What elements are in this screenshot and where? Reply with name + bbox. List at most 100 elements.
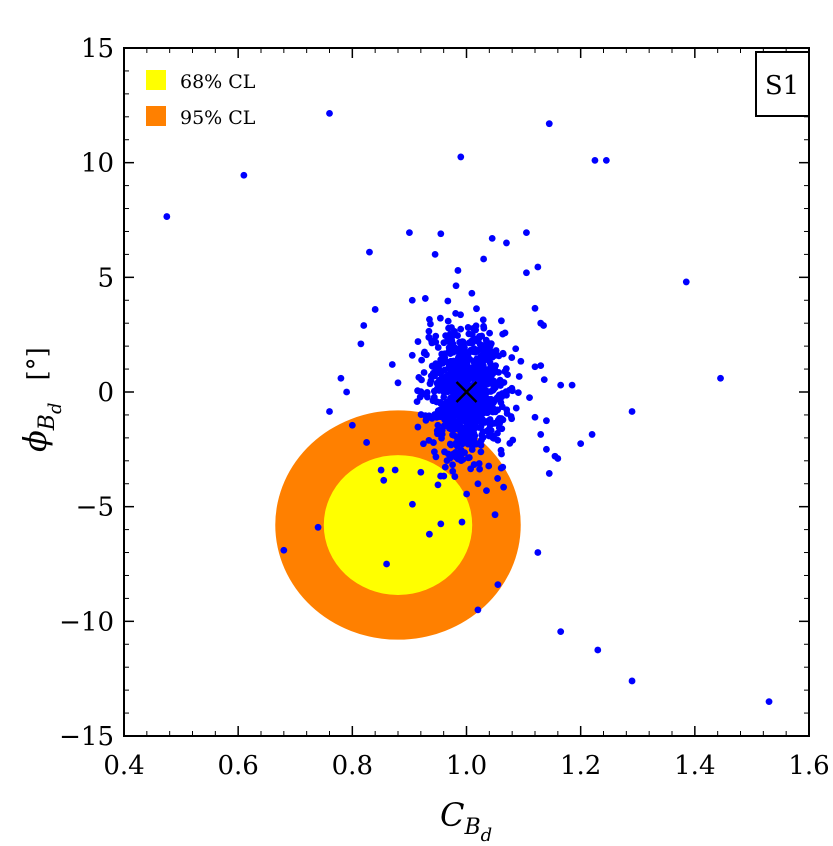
data-point bbox=[418, 356, 426, 364]
data-point bbox=[469, 324, 477, 332]
data-point bbox=[326, 408, 333, 415]
data-point bbox=[517, 357, 525, 365]
x-tick-label: 0.6 bbox=[217, 751, 258, 781]
data-point bbox=[466, 437, 474, 445]
data-point bbox=[450, 390, 457, 398]
data-point bbox=[487, 348, 495, 355]
data-point bbox=[500, 483, 508, 491]
data-point bbox=[433, 427, 441, 435]
y-axis-title-sub: B bbox=[35, 414, 60, 431]
data-point bbox=[458, 423, 465, 431]
data-point bbox=[545, 470, 553, 477]
data-point bbox=[523, 269, 530, 277]
data-point bbox=[453, 433, 461, 441]
data-point bbox=[431, 251, 439, 258]
data-point bbox=[348, 421, 356, 429]
data-point bbox=[432, 332, 440, 340]
data-point bbox=[416, 393, 424, 401]
data-point bbox=[420, 349, 428, 357]
legend: 68% CL 95% CL bbox=[146, 70, 256, 129]
data-point bbox=[436, 314, 444, 322]
data-point bbox=[438, 430, 446, 438]
data-point bbox=[485, 399, 493, 407]
data-point bbox=[441, 416, 449, 424]
data-point bbox=[454, 332, 461, 339]
data-point bbox=[499, 463, 507, 471]
data-point bbox=[472, 360, 480, 368]
data-point bbox=[534, 549, 542, 556]
data-point bbox=[494, 581, 502, 589]
data-point bbox=[163, 213, 171, 220]
data-point bbox=[429, 369, 437, 377]
data-point bbox=[380, 476, 388, 484]
data-point bbox=[497, 317, 505, 325]
data-point bbox=[577, 440, 585, 447]
data-point bbox=[443, 379, 451, 387]
legend-label-68: 68% CL bbox=[180, 71, 256, 93]
data-point bbox=[557, 628, 565, 636]
data-point bbox=[360, 322, 368, 329]
data-point bbox=[545, 120, 553, 128]
data-point bbox=[479, 428, 487, 436]
y-axis-title-main: ϕ bbox=[16, 430, 54, 452]
data-point bbox=[458, 518, 466, 526]
data-point bbox=[765, 698, 773, 705]
data-point bbox=[441, 405, 449, 413]
data-point bbox=[448, 367, 456, 374]
data-point bbox=[428, 339, 436, 347]
data-point bbox=[477, 423, 485, 430]
data-point bbox=[441, 421, 449, 429]
data-point bbox=[449, 403, 457, 410]
data-point bbox=[417, 468, 425, 476]
data-point bbox=[432, 453, 440, 461]
y-tick-label: −5 bbox=[76, 493, 114, 523]
data-point bbox=[480, 324, 488, 332]
data-point bbox=[591, 156, 599, 164]
data-point bbox=[503, 239, 510, 247]
data-point bbox=[465, 330, 473, 338]
x-tick-label: 1.2 bbox=[560, 751, 601, 781]
y-tick-label: −10 bbox=[59, 607, 114, 637]
data-point bbox=[444, 297, 452, 305]
x-tick-label: 1.6 bbox=[788, 751, 829, 781]
data-point bbox=[280, 546, 288, 554]
legend-label-95: 95% CL bbox=[180, 107, 256, 129]
data-point bbox=[531, 363, 539, 371]
data-point bbox=[494, 429, 501, 437]
data-point bbox=[434, 380, 442, 388]
data-point bbox=[483, 487, 490, 495]
data-point bbox=[449, 461, 456, 469]
data-point bbox=[476, 341, 484, 349]
data-point bbox=[479, 316, 487, 324]
data-point bbox=[426, 315, 433, 323]
data-point bbox=[458, 372, 466, 380]
data-point bbox=[451, 473, 459, 480]
confidence-regions bbox=[275, 410, 521, 640]
data-point bbox=[439, 367, 447, 375]
data-point bbox=[461, 416, 469, 424]
data-point bbox=[537, 362, 545, 370]
data-point bbox=[478, 369, 485, 377]
y-tick-label: 0 bbox=[97, 378, 114, 408]
data-point bbox=[391, 466, 399, 474]
data-point bbox=[503, 410, 511, 417]
data-point bbox=[440, 472, 448, 480]
data-point bbox=[534, 263, 542, 271]
data-point bbox=[588, 431, 596, 438]
data-point bbox=[485, 372, 493, 380]
data-point bbox=[495, 368, 503, 376]
data-point bbox=[473, 348, 481, 355]
data-point bbox=[540, 322, 547, 329]
data-point bbox=[506, 439, 514, 447]
data-point bbox=[602, 156, 610, 164]
data-point bbox=[470, 413, 478, 421]
data-point bbox=[476, 439, 484, 447]
data-point bbox=[540, 376, 548, 383]
data-point bbox=[429, 397, 437, 405]
data-point bbox=[463, 357, 471, 364]
x-axis-title-subsub: d bbox=[481, 825, 493, 846]
data-point bbox=[437, 230, 445, 238]
data-point bbox=[500, 379, 508, 386]
y-axis-title-subsub: d bbox=[45, 402, 66, 414]
data-point bbox=[512, 345, 520, 353]
